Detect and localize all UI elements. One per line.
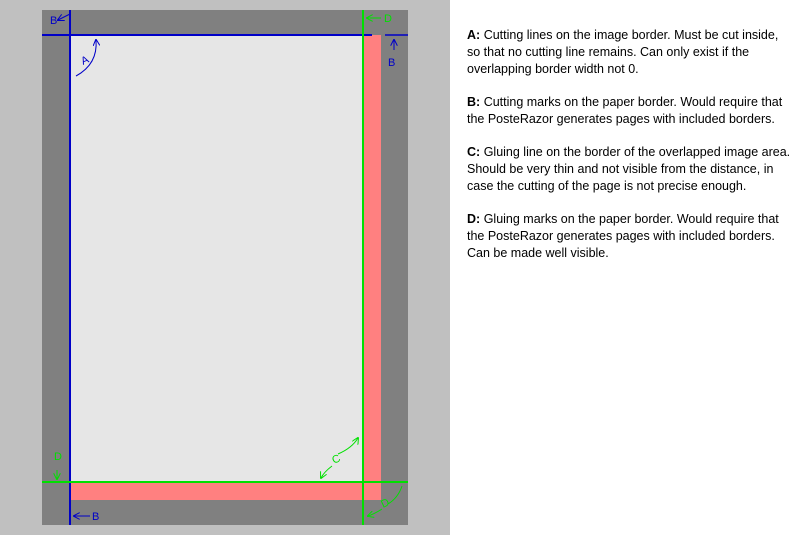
label-b: B	[92, 511, 99, 523]
legend-key: A:	[467, 28, 481, 42]
marker-b-right: B	[388, 40, 395, 69]
legend-entry-d: D: Gluing marks on the paper border. Wou…	[467, 211, 792, 262]
overlap-strip-bottom	[70, 482, 381, 500]
marker-d-top-right: D	[367, 13, 392, 25]
label-d: D	[54, 451, 62, 463]
label-b: B	[388, 57, 395, 69]
legend-panel: A: Cutting lines on the image border. Mu…	[467, 27, 792, 278]
legend-entry-a: A: Cutting lines on the image border. Mu…	[467, 27, 792, 78]
legend-entry-b: B: Cutting marks on the paper border. Wo…	[467, 94, 792, 128]
legend-text: Gluing marks on the paper border. Would …	[467, 212, 779, 260]
marker-d-left: D	[54, 451, 62, 479]
overlap-strip-right	[363, 35, 381, 500]
image-area	[70, 35, 363, 482]
label-b: B	[50, 15, 57, 27]
legend-text: Cutting lines on the image border. Must …	[467, 28, 779, 76]
legend-text: Cutting marks on the paper border. Would…	[467, 95, 783, 126]
legend-key: D:	[467, 212, 481, 226]
legend-key: C:	[467, 145, 481, 159]
label-d: D	[384, 13, 392, 25]
marker-b-top-left: B	[50, 13, 71, 27]
marker-b-bottom: B	[74, 511, 99, 523]
legend-text: Gluing line on the border of the overlap…	[467, 145, 791, 193]
legend-key: B:	[467, 95, 481, 109]
legend-entry-c: C: Gluing line on the border of the over…	[467, 144, 792, 195]
diagram-panel: B B B A D D D	[0, 0, 450, 535]
poster-page-diagram: B B B A D D D	[42, 10, 408, 525]
